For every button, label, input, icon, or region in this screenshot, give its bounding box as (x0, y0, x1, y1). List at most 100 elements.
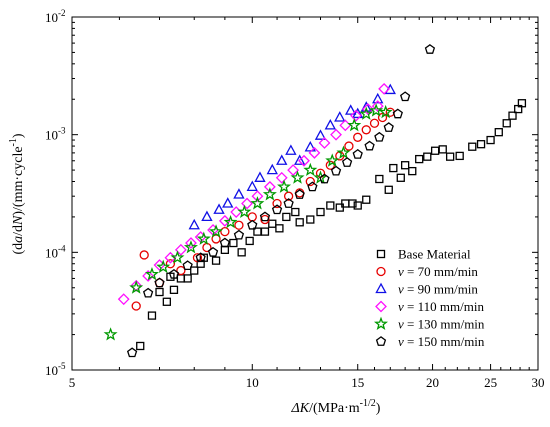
data-point (262, 187, 277, 201)
data-point (162, 297, 171, 306)
data-point (229, 238, 238, 248)
data-point (129, 280, 144, 294)
data-point (196, 231, 211, 245)
legend-marker (376, 266, 386, 277)
data-point (168, 268, 180, 279)
data-point (251, 190, 264, 203)
data-point (468, 142, 477, 151)
data-point (277, 179, 292, 193)
data-point (359, 106, 374, 120)
data-point (201, 210, 213, 222)
data-point (234, 220, 244, 230)
data-point (384, 185, 393, 194)
data-point (139, 250, 149, 260)
data-point (166, 272, 175, 281)
data-point (369, 103, 384, 117)
data-point (126, 347, 138, 358)
data-point (424, 44, 436, 54)
data-point (142, 270, 155, 282)
data-point (241, 197, 253, 210)
data-point (334, 111, 346, 122)
y-tick-label: 10-2 (45, 8, 66, 25)
data-point (103, 327, 118, 341)
legend-label: Base Material (398, 247, 471, 262)
data-point (353, 132, 363, 142)
data-point (318, 137, 331, 149)
data-point (348, 199, 357, 208)
data-point (259, 211, 271, 222)
data-point (375, 174, 384, 184)
data-point (378, 104, 393, 119)
data-point (154, 277, 165, 288)
data-point (352, 148, 363, 159)
data-point (272, 198, 282, 209)
x-axis: 5 10 15 20 25 30 (69, 17, 545, 390)
x-tick-label: 10 (246, 375, 259, 390)
data-point (276, 154, 288, 165)
data-point (219, 237, 231, 248)
data-point (423, 152, 432, 161)
data-point (369, 118, 380, 128)
data-point (383, 122, 394, 132)
data-point (155, 287, 164, 297)
y-axis-label: (da/dN)/(mm·cycle-1) (8, 133, 26, 254)
x-tick-label: 30 (532, 375, 545, 390)
data-point (352, 107, 364, 119)
data-point (306, 215, 315, 224)
data-point (246, 180, 258, 192)
data-point (282, 212, 291, 222)
data-point (350, 109, 362, 122)
data-point (361, 125, 371, 135)
data-point (476, 140, 486, 149)
data-point (455, 151, 464, 161)
data-point (344, 141, 354, 151)
data-point (374, 131, 385, 142)
data-point (291, 207, 300, 217)
data-point (185, 237, 197, 249)
data-point (316, 207, 325, 217)
data-point (165, 259, 176, 269)
series-5 (103, 103, 393, 341)
data-point (324, 118, 337, 130)
data-point (233, 188, 245, 199)
data-point (294, 154, 306, 165)
legend: Base Material v = 70 mm/min v = 90 mm/min v… (373, 247, 485, 349)
data-point (303, 162, 318, 177)
data-point (396, 173, 405, 182)
data-point (360, 101, 372, 112)
legend-marker (375, 300, 387, 313)
data-point (362, 103, 374, 115)
data-point (222, 197, 234, 208)
y-tick-label: 10-5 (45, 361, 66, 378)
y-axis: 10-5 10-4 10-3 10-2 (45, 8, 538, 378)
data-point (364, 140, 375, 151)
data-point (188, 218, 200, 230)
data-point (389, 163, 398, 173)
data-point (174, 243, 187, 256)
data-point (508, 111, 517, 120)
data-point (325, 153, 340, 167)
y-tick-label: 10-4 (45, 243, 66, 260)
legend-label: v = 150 mm/min (398, 334, 485, 349)
data-point (142, 287, 154, 298)
plot-frame (71, 16, 539, 371)
data-point (494, 128, 503, 137)
x-tick-label: 15 (351, 375, 364, 390)
legend-marker (375, 336, 387, 346)
data-point (378, 82, 391, 95)
data-point (260, 227, 270, 236)
x-tick-label: 5 (69, 375, 76, 390)
data-point (183, 240, 198, 254)
data-point (345, 104, 357, 115)
data-point (275, 171, 288, 184)
data-point (304, 140, 316, 152)
data-point (330, 165, 342, 176)
data-point (353, 201, 362, 210)
data-point (131, 301, 141, 311)
data-point (254, 171, 266, 182)
data-point (237, 248, 246, 257)
data-point (298, 154, 310, 167)
data-point (245, 236, 254, 246)
data-point (362, 195, 371, 204)
